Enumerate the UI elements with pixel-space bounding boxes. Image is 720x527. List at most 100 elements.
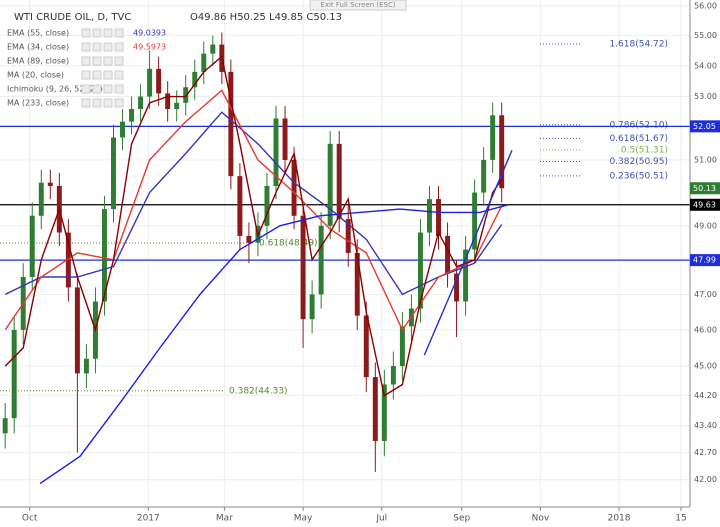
legend-icon[interactable]: [81, 98, 91, 108]
candle-body: [354, 252, 360, 316]
legend-name: EMA (89, close): [7, 57, 69, 66]
price-label-box: [690, 120, 720, 133]
candle-body: [210, 44, 216, 54]
candle-body: [327, 143, 333, 226]
legend-icon[interactable]: [103, 42, 113, 52]
candle-body: [264, 185, 270, 226]
y-tick-label: 44.20: [694, 391, 717, 400]
price-label: 49.63: [693, 200, 716, 209]
indicator-line: [4, 111, 503, 296]
candle-body: [201, 53, 207, 72]
legend-icon[interactable]: [114, 70, 124, 80]
legend-name: MA (20, close): [7, 71, 64, 80]
x-tick-label: May: [294, 514, 313, 524]
legend-icon[interactable]: [81, 70, 91, 80]
price-label-box: [690, 254, 720, 267]
candle-body: [445, 235, 451, 274]
legend-icon[interactable]: [81, 84, 91, 94]
legend-icon[interactable]: [103, 98, 113, 108]
axes: 42.00 42.70 43.40 44.20 45.00 46.00 47.00 49.00…: [22, 1, 720, 524]
candle-body: [499, 115, 505, 189]
legend-icon[interactable]: [114, 98, 124, 108]
x-tick-label: 2018: [608, 514, 631, 524]
y-tick-label: 42.00: [694, 475, 717, 484]
plot-area: 0.618(48.49) 0.382(44.33) 1.618(54.72) 0.78…: [0, 32, 690, 485]
y-tick-label: 43.40: [694, 421, 717, 430]
candle-body: [147, 68, 153, 97]
indicator-line: [39, 204, 509, 485]
ohlc-text: O49.86 H50.25 L49.85 C50.13: [190, 12, 342, 23]
candle-body: [65, 232, 71, 288]
candle-body: [129, 109, 135, 122]
y-tick-label: 51.00: [694, 155, 717, 164]
candle-body: [454, 273, 460, 302]
candle-body: [192, 71, 198, 88]
candle-body: [436, 199, 441, 236]
legend-name: Ichimoku (9, 26, 52, 26): [7, 85, 103, 94]
candle-body: [246, 235, 252, 243]
candle-body: [309, 294, 315, 320]
legend-icon[interactable]: [103, 70, 113, 80]
y-tick-label: 54.00: [694, 61, 717, 70]
legend-icon[interactable]: [92, 98, 102, 108]
x-tick-label: Sep: [453, 514, 470, 524]
legend-icon[interactable]: [81, 56, 91, 66]
candle-body: [381, 384, 387, 441]
candle-body: [490, 115, 496, 160]
legend-icon[interactable]: [103, 84, 113, 94]
x-tick-label: Jul: [375, 514, 387, 524]
candle-body: [47, 182, 53, 186]
candle-body: [74, 287, 80, 374]
candle-body: [138, 96, 144, 110]
legend-name: EMA (55, close): [7, 29, 69, 38]
candle-body: [390, 366, 396, 385]
candle-body: [120, 121, 126, 138]
last-price-box: [690, 182, 720, 195]
fib-label: 0.382(50.95): [609, 157, 668, 167]
indicator-line: [4, 55, 503, 397]
x-tick-label: 2017: [137, 514, 160, 524]
candle-body: [156, 68, 162, 94]
legend-icon[interactable]: [114, 28, 124, 38]
legend-name: EMA (34, close): [7, 43, 69, 52]
legend-icon[interactable]: [103, 28, 113, 38]
candle-body: [228, 71, 234, 177]
x-tick-label: 15: [675, 514, 686, 524]
x-tick-label: Oct: [22, 514, 38, 524]
price-label: 47.99: [693, 256, 716, 265]
candle-body: [372, 377, 378, 441]
fib-label: 0.236(50.51): [609, 171, 668, 181]
candle-body: [165, 93, 171, 110]
candle-body: [336, 143, 342, 220]
legend-icon[interactable]: [114, 42, 124, 52]
legend-icon[interactable]: [114, 56, 124, 66]
candle-body: [273, 118, 279, 186]
candle-body: [363, 315, 369, 378]
legend-value: 49.0393: [133, 29, 166, 38]
legend-icon[interactable]: [103, 56, 113, 66]
legend-icon[interactable]: [81, 42, 91, 52]
y-tick-label: 42.70: [694, 448, 717, 457]
exit-text[interactable]: Exit Full Screen (ESC): [320, 1, 395, 9]
legend-icon[interactable]: [92, 70, 102, 80]
candle-body: [291, 159, 297, 216]
y-tick-label: 55.00: [694, 31, 717, 40]
y-tick-label: 47.00: [694, 290, 717, 299]
x-tick-label: Nov: [532, 514, 550, 524]
candle-body: [29, 215, 35, 278]
legend-icon[interactable]: [92, 28, 102, 38]
legend-icon[interactable]: [92, 56, 102, 66]
y-tick-label: 53.00: [694, 92, 717, 101]
trendline: [423, 149, 513, 356]
legend-icon[interactable]: [114, 84, 124, 94]
fib-label: 1.618(54.72): [609, 39, 668, 49]
candle-body: [111, 137, 116, 210]
legend-icon[interactable]: [81, 28, 91, 38]
legend-icon[interactable]: [92, 42, 102, 52]
x-tick-label: Mar: [216, 514, 233, 524]
legend-icon[interactable]: [92, 84, 102, 94]
y-tick-label: 45.00: [694, 362, 717, 371]
y-tick-label: 46.00: [694, 325, 717, 334]
price-label-box: [690, 198, 720, 211]
exit-button[interactable]: [309, 0, 407, 11]
